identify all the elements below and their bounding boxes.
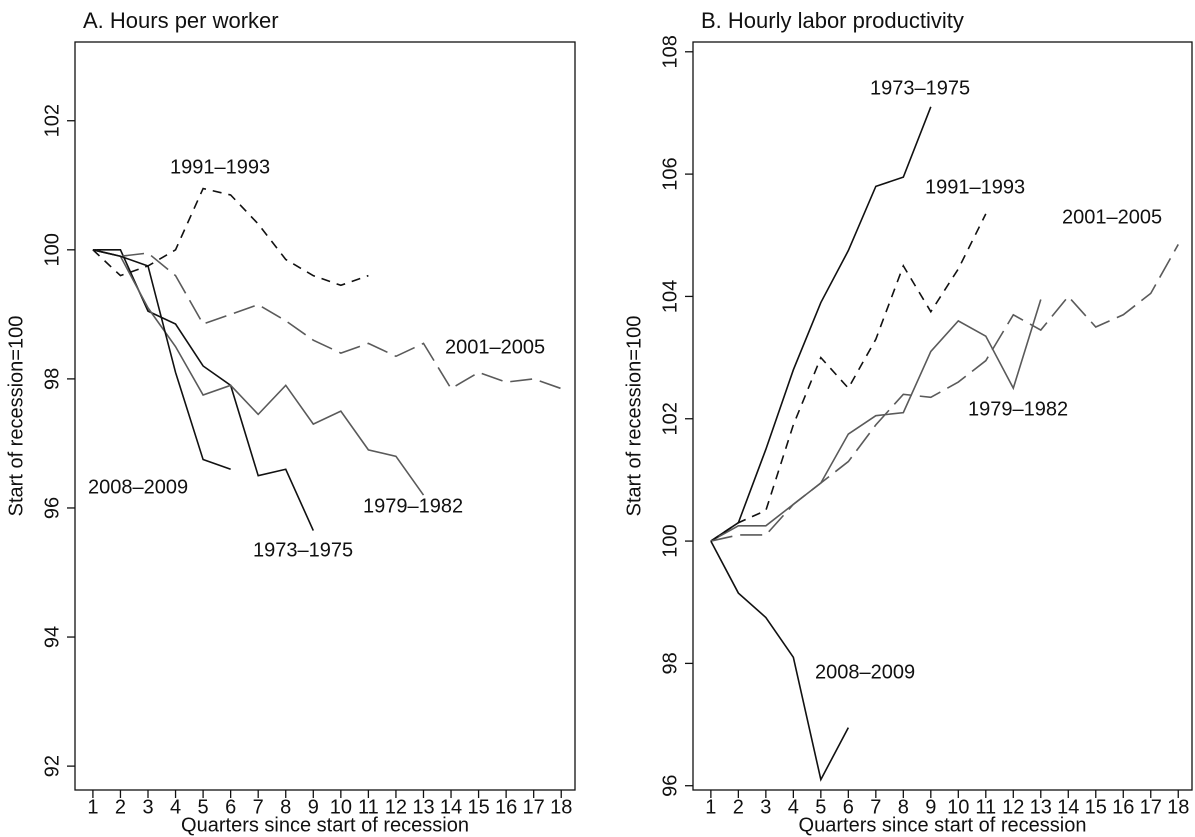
x-tick-label: 14 [1057,796,1079,818]
y-tick-label: 96 [659,775,681,797]
x-tick-label: 17 [523,796,545,818]
x-tick-label: 3 [760,796,771,818]
x-tick-label: 13 [1030,796,1052,818]
x-tick-label: 13 [412,796,434,818]
x-tick-label: 5 [815,796,826,818]
series-line [92,249,315,531]
x-tick-label: 8 [898,796,909,818]
x-tick-label: 18 [550,796,572,818]
x-tick-label: 3 [142,796,153,818]
y-tick-label: 96 [41,497,63,519]
series-label: 2001–2005 [1062,206,1162,228]
x-tick-label: 11 [358,796,379,818]
x-tick-label: 9 [308,796,319,818]
series-label: 1979–1982 [363,495,463,517]
x-tick-label: 11 [975,796,996,818]
series-label: 1979–1982 [968,398,1068,420]
series-line [92,249,562,390]
x-tick-label: 6 [843,796,854,818]
series-label: 2008–2009 [815,661,915,683]
y-axis-label: Start of recession=100 [623,316,645,517]
y-tick-label: 104 [659,280,681,313]
y-tick-label: 102 [659,402,681,435]
x-tick-label: 18 [1167,796,1189,818]
series-label: 1973–1975 [253,539,353,561]
x-tick-label: 2 [733,796,744,818]
y-tick-label: 102 [41,104,63,137]
y-tick-label: 92 [41,755,63,777]
plot-frame [692,41,1193,791]
y-tick-label: 100 [659,524,681,557]
series-line [92,249,425,496]
series-line [92,187,369,287]
series-label: 2001–2005 [445,336,545,358]
x-tick-label: 10 [947,796,969,818]
series-line [710,213,987,542]
x-tick-label: 10 [330,796,352,818]
y-tick-label: 108 [659,35,681,68]
series-line [710,244,1179,542]
series-label: 2008–2009 [88,476,188,498]
y-tick-label: 106 [659,157,681,190]
series-label: 1973–1975 [870,77,970,99]
series-line [710,299,1042,542]
series-line [92,249,231,470]
chart-title: B. Hourly labor productivity [701,8,964,33]
y-tick-label: 100 [41,233,63,266]
x-tick-label: 7 [870,796,881,818]
x-tick-label: 15 [467,796,489,818]
series-label: 1991–1993 [925,176,1025,198]
series-line [710,540,850,782]
x-tick-label: 4 [788,796,799,818]
x-tick-label: 9 [925,796,936,818]
x-axis-label: Quarters since start of recession [799,814,1087,836]
y-axis-label: Start of recession=100 [5,316,27,517]
chart-title: A. Hours per worker [83,8,279,33]
x-tick-label: 4 [170,796,181,818]
x-tick-label: 5 [198,796,209,818]
x-tick-label: 1 [705,796,716,818]
y-tick-label: 94 [41,626,63,648]
x-tick-label: 1 [87,796,98,818]
x-tick-label: 16 [495,796,517,818]
x-tick-label: 6 [225,796,236,818]
x-tick-label: 12 [385,796,407,818]
x-tick-label: 7 [253,796,264,818]
series-line [710,106,932,542]
series-label: 1991–1993 [170,156,270,178]
y-tick-label: 98 [659,652,681,674]
x-tick-label: 16 [1112,796,1134,818]
plot-frame [74,41,576,791]
x-tick-label: 2 [115,796,126,818]
x-tick-label: 8 [280,796,291,818]
y-tick-label: 98 [41,368,63,390]
x-tick-label: 15 [1085,796,1107,818]
x-tick-label: 12 [1002,796,1024,818]
x-tick-label: 14 [440,796,462,818]
x-tick-label: 17 [1140,796,1162,818]
x-axis-label: Quarters since start of recession [181,814,469,836]
